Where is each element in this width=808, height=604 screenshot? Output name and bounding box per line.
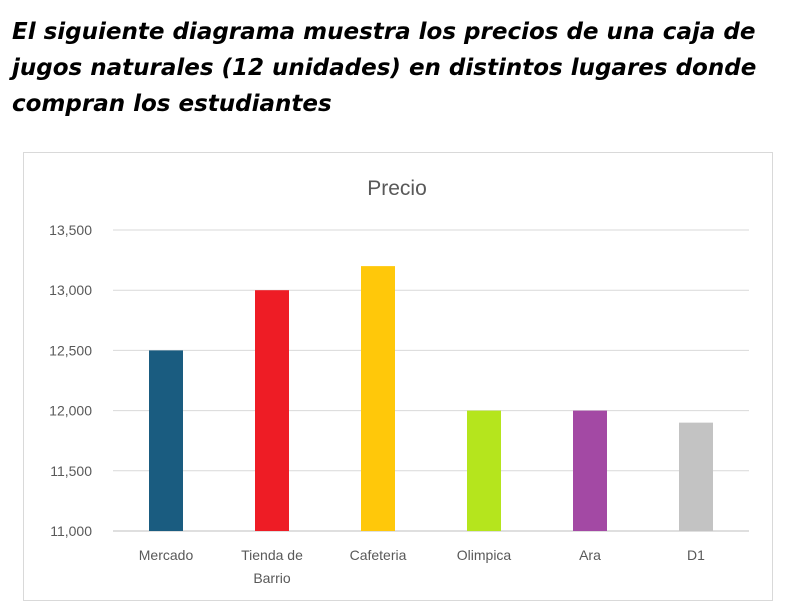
bar-d1: [679, 422, 713, 531]
y-axis-ticks: 11,000 11,500 12,000 12,500 13,000 13,500: [49, 222, 92, 539]
x-tick-label: Mercado: [139, 547, 194, 563]
y-tick-label: 11,500: [50, 463, 92, 479]
x-tick-label: Ara: [579, 547, 601, 563]
x-tick-label: D1: [687, 547, 705, 563]
page-heading: El siguiente diagrama muestra los precio…: [12, 19, 757, 117]
bar-cafeteria: [361, 266, 395, 531]
x-tick-label: Barrio: [253, 570, 291, 586]
x-tick-label: Cafeteria: [350, 547, 407, 563]
x-tick-label: Olimpica: [457, 547, 512, 563]
y-tick-label: 13,000: [49, 282, 92, 298]
y-tick-label: 13,500: [49, 222, 92, 238]
y-tick-label: 11,000: [50, 523, 92, 539]
bars: [149, 266, 713, 531]
y-tick-label: 12,000: [49, 403, 92, 419]
bar-mercado: [149, 350, 183, 531]
x-axis-ticks: Mercado Tienda de Barrio Cafeteria Olimpica A…: [139, 547, 705, 586]
bar-olimpica: [467, 410, 501, 531]
y-tick-label: 12,500: [49, 342, 92, 358]
x-tick-label: Tienda de: [241, 547, 303, 563]
chart-frame: [23, 152, 773, 601]
chart-title: Precio: [367, 177, 427, 200]
bar-ara: [573, 410, 607, 531]
bar-tienda-de-barrio: [255, 290, 289, 531]
gridlines: [113, 229, 749, 532]
